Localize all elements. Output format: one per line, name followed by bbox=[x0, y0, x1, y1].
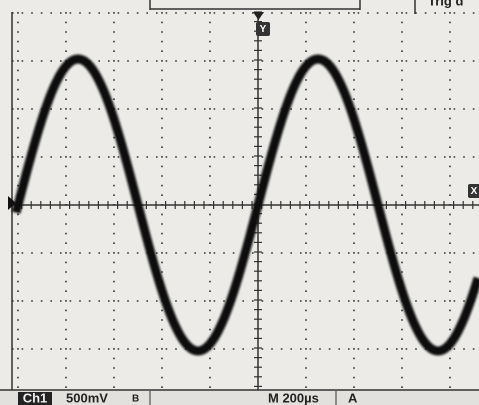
volts-per-div: 500mV bbox=[66, 390, 108, 405]
oscilloscope-screen: Trig d Y X Ch1 500mV B M 200µs A bbox=[0, 0, 479, 405]
x-marker-label: X bbox=[471, 186, 478, 197]
trigger-status: Trig d bbox=[428, 0, 463, 8]
status-bar: Ch1 500mV B M 200µs A bbox=[0, 390, 479, 405]
y-marker-label: Y bbox=[260, 24, 267, 35]
channel-label: Ch1 bbox=[23, 390, 48, 405]
bandwidth-icon: B bbox=[132, 394, 139, 405]
trigger-mode: A bbox=[348, 390, 358, 405]
timebase: M 200µs bbox=[268, 390, 319, 405]
